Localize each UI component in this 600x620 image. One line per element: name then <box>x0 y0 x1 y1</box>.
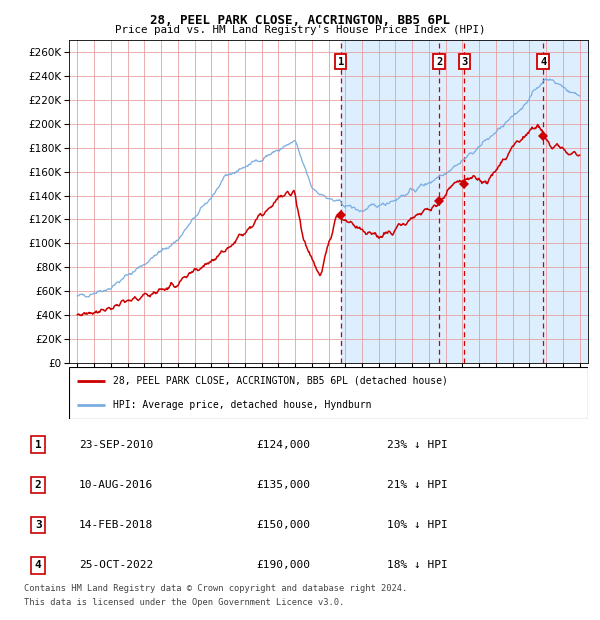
Text: 25-OCT-2022: 25-OCT-2022 <box>79 560 153 570</box>
Text: 2: 2 <box>35 480 41 490</box>
Text: 18% ↓ HPI: 18% ↓ HPI <box>388 560 448 570</box>
Text: Contains HM Land Registry data © Crown copyright and database right 2024.: Contains HM Land Registry data © Crown c… <box>24 584 407 593</box>
Text: 1: 1 <box>35 440 41 450</box>
Text: 23% ↓ HPI: 23% ↓ HPI <box>388 440 448 450</box>
Text: 10-AUG-2016: 10-AUG-2016 <box>79 480 153 490</box>
Bar <box>341 40 600 363</box>
Text: 3: 3 <box>35 520 41 530</box>
Text: 1: 1 <box>338 57 344 67</box>
Text: 3: 3 <box>461 57 467 67</box>
Text: 28, PEEL PARK CLOSE, ACCRINGTON, BB5 6PL: 28, PEEL PARK CLOSE, ACCRINGTON, BB5 6PL <box>150 14 450 27</box>
Text: £124,000: £124,000 <box>256 440 310 450</box>
Text: HPI: Average price, detached house, Hyndburn: HPI: Average price, detached house, Hynd… <box>113 400 371 410</box>
Text: 21% ↓ HPI: 21% ↓ HPI <box>388 480 448 490</box>
Text: Price paid vs. HM Land Registry's House Price Index (HPI): Price paid vs. HM Land Registry's House … <box>115 25 485 35</box>
Text: 4: 4 <box>35 560 41 570</box>
Text: This data is licensed under the Open Government Licence v3.0.: This data is licensed under the Open Gov… <box>24 598 344 607</box>
Text: £150,000: £150,000 <box>256 520 310 530</box>
Text: 10% ↓ HPI: 10% ↓ HPI <box>388 520 448 530</box>
Text: £190,000: £190,000 <box>256 560 310 570</box>
Text: 14-FEB-2018: 14-FEB-2018 <box>79 520 153 530</box>
FancyBboxPatch shape <box>69 367 588 418</box>
Text: 23-SEP-2010: 23-SEP-2010 <box>79 440 153 450</box>
Text: 4: 4 <box>540 57 546 67</box>
Text: 28, PEEL PARK CLOSE, ACCRINGTON, BB5 6PL (detached house): 28, PEEL PARK CLOSE, ACCRINGTON, BB5 6PL… <box>113 376 448 386</box>
Text: £135,000: £135,000 <box>256 480 310 490</box>
Text: 2: 2 <box>436 57 442 67</box>
